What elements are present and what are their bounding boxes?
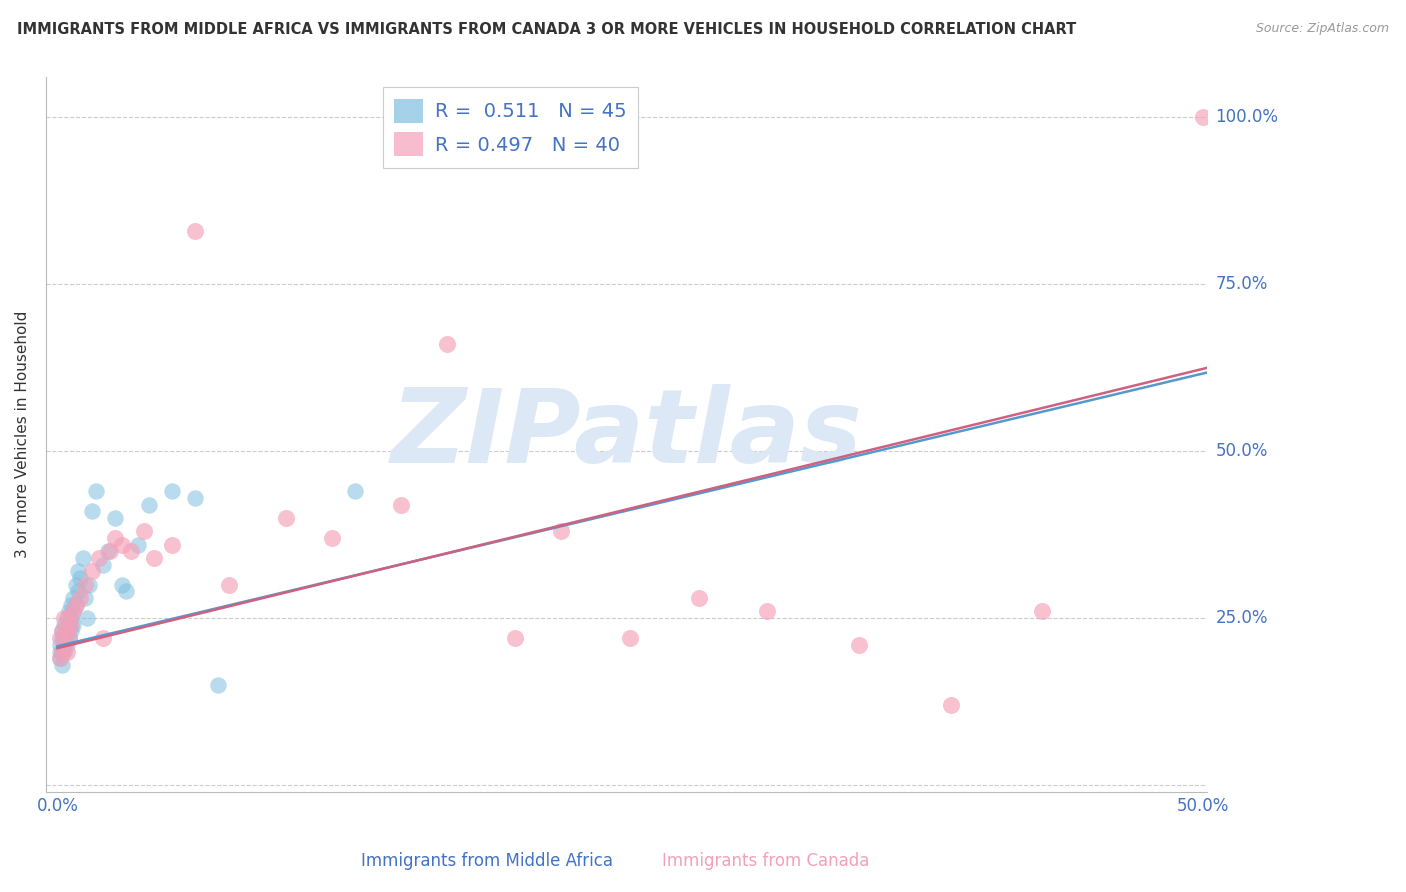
- Text: IMMIGRANTS FROM MIDDLE AFRICA VS IMMIGRANTS FROM CANADA 3 OR MORE VEHICLES IN HO: IMMIGRANTS FROM MIDDLE AFRICA VS IMMIGRA…: [17, 22, 1076, 37]
- Point: [104, 531, 127, 545]
- Point: [184, 224, 207, 238]
- Point: [53, 611, 76, 625]
- Point: [48, 631, 70, 645]
- Point: [1031, 604, 1053, 618]
- Point: [1191, 111, 1213, 125]
- Point: [53, 644, 76, 658]
- Point: [848, 638, 870, 652]
- Point: [73, 591, 96, 606]
- Point: [53, 617, 76, 632]
- Point: [91, 558, 114, 572]
- Point: [91, 631, 114, 645]
- Point: [436, 337, 458, 351]
- Point: [62, 617, 84, 632]
- Point: [62, 604, 84, 618]
- Point: [62, 604, 84, 618]
- Point: [51, 624, 73, 639]
- Point: [160, 538, 183, 552]
- Point: [65, 578, 87, 592]
- Point: [51, 657, 73, 672]
- Point: [60, 617, 83, 632]
- Point: [58, 631, 80, 645]
- Point: [321, 531, 343, 545]
- Point: [55, 624, 77, 639]
- Point: [80, 565, 103, 579]
- Point: [389, 498, 412, 512]
- Point: [67, 584, 90, 599]
- Point: [115, 584, 138, 599]
- Point: [60, 611, 83, 625]
- Point: [51, 631, 73, 645]
- Point: [142, 551, 165, 566]
- Point: [62, 591, 84, 606]
- Text: 75.0%: 75.0%: [1216, 276, 1268, 293]
- Y-axis label: 3 or more Vehicles in Household: 3 or more Vehicles in Household: [15, 311, 30, 558]
- Point: [120, 544, 142, 558]
- Point: [98, 544, 121, 558]
- Point: [79, 578, 101, 592]
- Point: [939, 698, 962, 712]
- Point: [51, 644, 73, 658]
- Point: [76, 611, 98, 625]
- Point: [756, 604, 779, 618]
- Point: [55, 644, 77, 658]
- Point: [127, 538, 149, 552]
- Point: [53, 638, 76, 652]
- Point: [110, 538, 132, 552]
- Point: [160, 484, 183, 499]
- Point: [67, 565, 90, 579]
- Text: 25.0%: 25.0%: [1216, 609, 1268, 627]
- Point: [87, 551, 110, 566]
- Point: [53, 631, 76, 645]
- Point: [72, 551, 94, 566]
- Point: [48, 644, 70, 658]
- Point: [55, 638, 77, 652]
- Point: [104, 511, 127, 525]
- Point: [65, 598, 87, 612]
- Point: [218, 578, 240, 592]
- Point: [55, 611, 77, 625]
- Text: 50.0%: 50.0%: [1216, 442, 1268, 460]
- Point: [344, 484, 367, 499]
- Point: [65, 598, 87, 612]
- Point: [58, 611, 80, 625]
- Point: [134, 524, 156, 539]
- Text: 100.0%: 100.0%: [1216, 109, 1278, 127]
- Point: [58, 604, 80, 618]
- Point: [97, 544, 120, 558]
- Point: [69, 591, 91, 606]
- Point: [53, 638, 76, 652]
- Point: [276, 511, 298, 525]
- Point: [69, 571, 91, 585]
- Point: [51, 624, 73, 639]
- Point: [138, 498, 160, 512]
- Text: Immigrants from Middle Africa: Immigrants from Middle Africa: [361, 852, 613, 870]
- Text: Immigrants from Canada: Immigrants from Canada: [662, 852, 870, 870]
- Point: [110, 578, 132, 592]
- Point: [207, 678, 229, 692]
- Point: [48, 651, 70, 665]
- Point: [550, 524, 572, 539]
- Point: [48, 638, 70, 652]
- Point: [60, 624, 83, 639]
- Text: ZIPatlas: ZIPatlas: [391, 384, 862, 485]
- Point: [60, 598, 83, 612]
- Point: [619, 631, 641, 645]
- Point: [73, 578, 96, 592]
- Point: [688, 591, 710, 606]
- Text: Source: ZipAtlas.com: Source: ZipAtlas.com: [1256, 22, 1389, 36]
- Point: [58, 617, 80, 632]
- Legend: R =  0.511   N = 45, R = 0.497   N = 40: R = 0.511 N = 45, R = 0.497 N = 40: [382, 87, 638, 168]
- Point: [86, 484, 108, 499]
- Point: [505, 631, 527, 645]
- Point: [55, 624, 77, 639]
- Point: [48, 651, 70, 665]
- Point: [58, 631, 80, 645]
- Point: [51, 644, 73, 658]
- Point: [80, 504, 103, 518]
- Point: [184, 491, 207, 505]
